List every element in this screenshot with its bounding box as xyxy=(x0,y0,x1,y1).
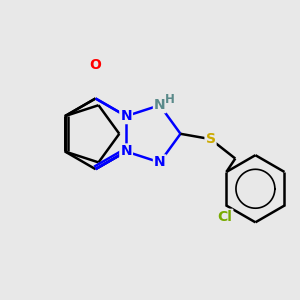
Text: N: N xyxy=(120,145,132,158)
Text: O: O xyxy=(90,58,101,72)
Text: H: H xyxy=(165,93,175,106)
Text: N: N xyxy=(154,155,166,170)
Text: N: N xyxy=(154,98,166,112)
Text: Cl: Cl xyxy=(218,210,232,224)
Text: N: N xyxy=(120,109,132,123)
Text: S: S xyxy=(206,132,215,146)
